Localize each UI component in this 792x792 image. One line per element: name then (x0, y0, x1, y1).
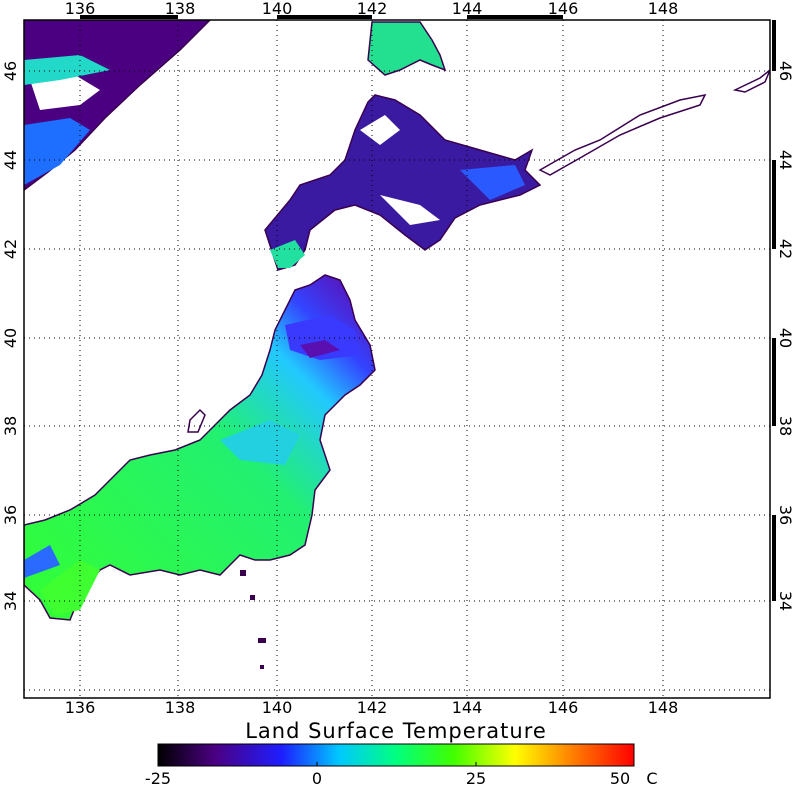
chubu-cyan-patch (220, 420, 300, 465)
kyushu-edge-blue (24, 545, 60, 578)
lon-labels-bottom: 136 138 140 142 144 146 148 (65, 698, 679, 717)
lon-tick-bottom-144: 144 (452, 698, 483, 717)
colorbar-unit: C (646, 769, 657, 788)
lat-tick-left-46: 46 (1, 61, 20, 81)
lat-tick-left-34: 34 (1, 591, 20, 611)
lat-tick-right-34: 34 (776, 591, 792, 611)
colorbar-tick-label-zero: 0 (312, 769, 322, 788)
colorbar-tick-label-25: 25 (466, 769, 486, 788)
lat-tick-right-36: 36 (776, 505, 792, 525)
lon-tick-bottom-142: 142 (357, 698, 388, 717)
hokkaido-oshima-green (270, 240, 305, 268)
hokkaido-landmass (264, 94, 542, 271)
lon-tick-bottom-136: 136 (65, 698, 96, 717)
hokkaido-blue-patch (460, 165, 525, 200)
lon-tick-top-146: 146 (548, 0, 579, 18)
lat-tick-right-40: 40 (776, 328, 792, 348)
lat-tick-left-42: 42 (1, 239, 20, 259)
lat-labels-right: 34 36 38 40 42 44 46 (776, 61, 792, 611)
lon-tick-top-138: 138 (165, 0, 196, 18)
sakhalin-landmass (367, 21, 447, 76)
lon-tick-bottom-140: 140 (262, 698, 293, 717)
lat-tick-right-42: 42 (776, 239, 792, 259)
lon-labels-top: 136 138 140 142 144 146 148 (65, 0, 679, 18)
lon-tick-top-144: 144 (452, 0, 483, 18)
lat-tick-left-44: 44 (1, 150, 20, 170)
lat-tick-left-38: 38 (1, 416, 20, 436)
lat-tick-right-44: 44 (776, 150, 792, 170)
lat-tick-right-38: 38 (776, 416, 792, 436)
land-layer (24, 20, 770, 669)
lon-tick-top-148: 148 (648, 0, 679, 18)
lon-tick-bottom-138: 138 (165, 698, 196, 717)
lon-tick-top-142: 142 (357, 0, 388, 18)
lon-tick-bottom-148: 148 (648, 698, 679, 717)
lon-tick-top-136: 136 (65, 0, 96, 18)
frame-tick-bars (80, 15, 776, 601)
colorbar-tick-label-min: -25 (145, 769, 171, 788)
colorbar-gradient (157, 743, 635, 767)
russia-coast-blue-patch (24, 118, 90, 185)
lat-tick-left-36: 36 (1, 505, 20, 525)
hokkaido-cloud-patch-2 (380, 195, 440, 225)
colorbar-tick-label-max: 50 (610, 769, 630, 788)
kuril-islands-outline (538, 69, 770, 176)
map-frame (23, 19, 771, 699)
lat-tick-right-46: 46 (776, 61, 792, 81)
colorbar-title: Land Surface Temperature (245, 719, 547, 743)
lon-tick-top-140: 140 (262, 0, 293, 18)
lat-labels-left: 34 36 38 40 42 44 46 (1, 61, 20, 611)
russia-coast-cyan-patch (24, 55, 110, 85)
lon-tick-bottom-146: 146 (548, 698, 579, 717)
honshu-landmass (24, 274, 376, 621)
sado-island (187, 408, 206, 433)
lat-tick-left-40: 40 (1, 328, 20, 348)
colorbar-ticks (316, 762, 477, 766)
tohoku-purple-patch (300, 340, 340, 358)
graticule (24, 20, 770, 698)
hokkaido-cloud-patch-1 (360, 115, 400, 145)
